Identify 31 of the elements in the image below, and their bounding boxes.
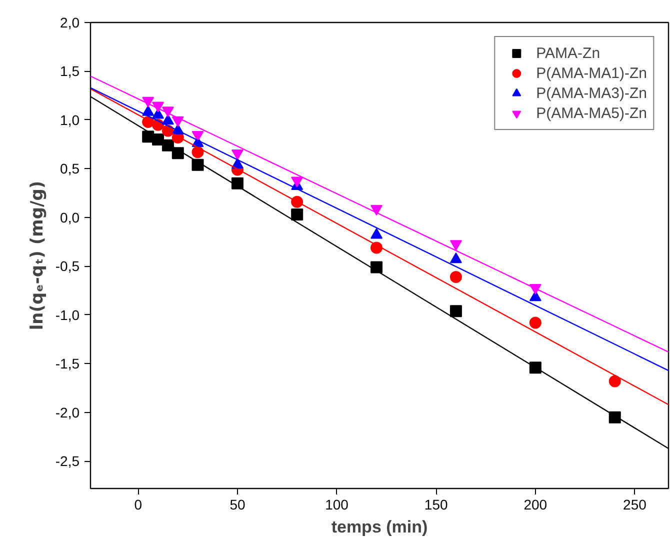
x-tick-label: 200	[524, 496, 548, 512]
y-axis-title: ln(qₑ-qₜ) (mg/g)	[27, 180, 48, 330]
legend-label: PAMA-Zn	[536, 44, 600, 62]
point	[450, 305, 462, 318]
x-tick-label: 150	[424, 496, 448, 512]
y-tick-label: -2,5	[55, 453, 80, 470]
y-tick-label: 0,5	[60, 160, 80, 177]
y-tick-label: -1,0	[55, 306, 80, 323]
y-tick-label: -2,0	[55, 404, 80, 420]
x-axis-title: temps (min)	[331, 518, 428, 536]
point	[450, 270, 462, 283]
point	[172, 147, 184, 160]
y-tick-label: 1,5	[60, 63, 80, 80]
legend-label: P(AMA-MA1)-Zn	[536, 64, 647, 82]
x-tick-label: 250	[623, 496, 647, 512]
x-tick-label: 50	[230, 496, 246, 512]
point	[370, 261, 383, 274]
point	[291, 208, 304, 221]
point	[450, 252, 462, 264]
point	[370, 228, 383, 239]
y-tick-label: 0,0	[60, 209, 80, 226]
y-tick-label: -0,5	[55, 258, 80, 274]
legend-label: P(AMA-MA5)-Zn	[536, 104, 647, 122]
x-tick-label: 0	[134, 496, 142, 512]
point	[608, 375, 621, 388]
y-tick-label: -1,5	[55, 356, 80, 372]
y-tick-label: 2,0	[60, 14, 80, 30]
point	[529, 316, 542, 329]
y-tick-label: 1,0	[60, 112, 80, 128]
x-tick-label: 100	[325, 496, 349, 512]
legend-label: P(AMA-MA3)-Zn	[536, 84, 647, 102]
